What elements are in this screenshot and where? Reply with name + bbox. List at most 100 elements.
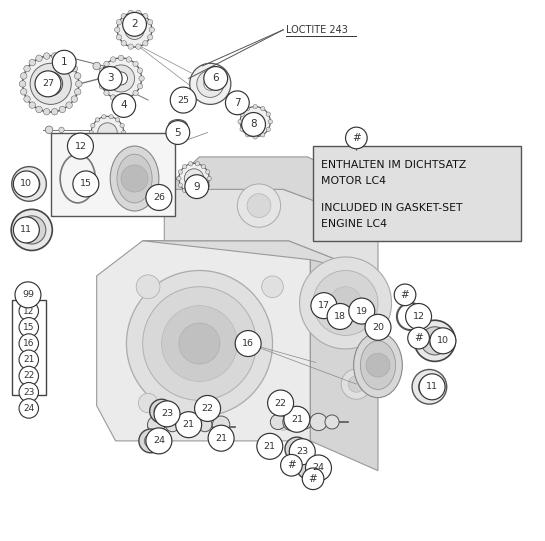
Circle shape (285, 437, 309, 461)
Circle shape (120, 137, 124, 142)
Circle shape (138, 393, 158, 413)
Text: 16: 16 (242, 339, 254, 348)
Circle shape (36, 106, 43, 113)
Circle shape (111, 95, 116, 100)
Circle shape (421, 327, 449, 355)
Circle shape (311, 293, 337, 319)
Circle shape (112, 94, 136, 117)
Circle shape (76, 81, 82, 87)
Circle shape (24, 96, 31, 102)
Circle shape (133, 61, 138, 67)
Bar (313, 146, 522, 241)
Circle shape (12, 167, 46, 201)
Circle shape (253, 104, 257, 109)
Circle shape (371, 320, 385, 335)
Text: 15: 15 (23, 323, 34, 332)
Circle shape (205, 170, 210, 174)
Circle shape (261, 133, 265, 137)
Text: #: # (401, 290, 409, 300)
Circle shape (126, 95, 131, 100)
Circle shape (414, 320, 456, 361)
Circle shape (59, 55, 65, 62)
Circle shape (59, 106, 65, 113)
Circle shape (394, 284, 416, 306)
Text: 24: 24 (312, 464, 324, 472)
Circle shape (109, 146, 113, 150)
Circle shape (284, 406, 310, 432)
Circle shape (52, 50, 76, 74)
Circle shape (150, 399, 173, 423)
Text: 1: 1 (61, 57, 68, 67)
Circle shape (11, 209, 52, 250)
Circle shape (107, 65, 135, 92)
Circle shape (365, 314, 391, 340)
Circle shape (201, 164, 205, 169)
Circle shape (354, 304, 370, 319)
Circle shape (329, 287, 362, 319)
Circle shape (179, 96, 192, 109)
Circle shape (205, 183, 210, 187)
Circle shape (136, 44, 141, 49)
Polygon shape (96, 241, 310, 441)
Circle shape (366, 353, 390, 377)
Circle shape (144, 434, 158, 447)
Text: 6: 6 (213, 74, 219, 83)
Circle shape (148, 416, 165, 433)
Text: 11: 11 (426, 382, 438, 391)
Circle shape (195, 395, 221, 421)
Circle shape (310, 413, 327, 431)
Circle shape (75, 72, 81, 79)
Circle shape (104, 61, 109, 67)
Circle shape (111, 57, 116, 62)
Circle shape (24, 65, 31, 72)
Text: INCLUDED IN GASKET-SET: INCLUDED IN GASKET-SET (321, 203, 463, 213)
Text: 16: 16 (23, 339, 34, 348)
Circle shape (139, 76, 144, 81)
Circle shape (208, 425, 234, 451)
Circle shape (131, 177, 138, 185)
Circle shape (179, 163, 209, 194)
Ellipse shape (360, 341, 396, 390)
Circle shape (75, 89, 81, 95)
Circle shape (270, 414, 286, 430)
Circle shape (121, 165, 148, 192)
Text: 8: 8 (250, 120, 257, 129)
Circle shape (98, 67, 122, 90)
Circle shape (116, 19, 122, 25)
Text: 21: 21 (23, 355, 34, 364)
Text: 18: 18 (334, 312, 346, 321)
Circle shape (102, 146, 106, 150)
Circle shape (346, 127, 367, 149)
Circle shape (261, 107, 265, 111)
Circle shape (180, 416, 197, 433)
Ellipse shape (110, 146, 159, 211)
Circle shape (204, 77, 217, 90)
Circle shape (90, 123, 95, 128)
Circle shape (349, 298, 375, 324)
Text: 22: 22 (275, 399, 287, 407)
Circle shape (24, 179, 34, 189)
Circle shape (45, 126, 53, 134)
Circle shape (90, 137, 95, 142)
Circle shape (116, 143, 120, 147)
Circle shape (66, 60, 72, 66)
Circle shape (266, 127, 270, 131)
Circle shape (73, 171, 99, 197)
Circle shape (146, 184, 172, 210)
Text: 7: 7 (234, 98, 241, 108)
Circle shape (24, 222, 39, 237)
Text: ENTHALTEN IM DICHTSATZ: ENTHALTEN IM DICHTSATZ (321, 160, 467, 169)
Circle shape (19, 350, 39, 370)
Circle shape (226, 91, 249, 115)
Text: 24: 24 (153, 437, 165, 445)
Text: #: # (287, 460, 296, 470)
Circle shape (98, 76, 103, 81)
Text: 22: 22 (23, 372, 34, 380)
Circle shape (183, 188, 187, 193)
Text: 12: 12 (23, 307, 34, 315)
Circle shape (408, 327, 429, 349)
Text: 26: 26 (153, 193, 165, 202)
Circle shape (21, 89, 27, 95)
Circle shape (146, 428, 172, 454)
Text: 23: 23 (296, 447, 308, 456)
